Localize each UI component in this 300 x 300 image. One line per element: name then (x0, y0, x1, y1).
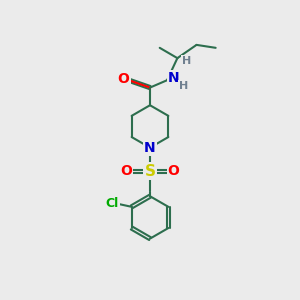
Text: H: H (178, 80, 188, 91)
Text: N: N (144, 141, 156, 154)
Text: S: S (145, 164, 155, 179)
Text: N: N (168, 71, 179, 85)
Text: O: O (168, 164, 179, 178)
Text: Cl: Cl (106, 197, 119, 210)
Text: H: H (182, 56, 191, 66)
Text: O: O (118, 72, 129, 86)
Text: O: O (121, 164, 132, 178)
